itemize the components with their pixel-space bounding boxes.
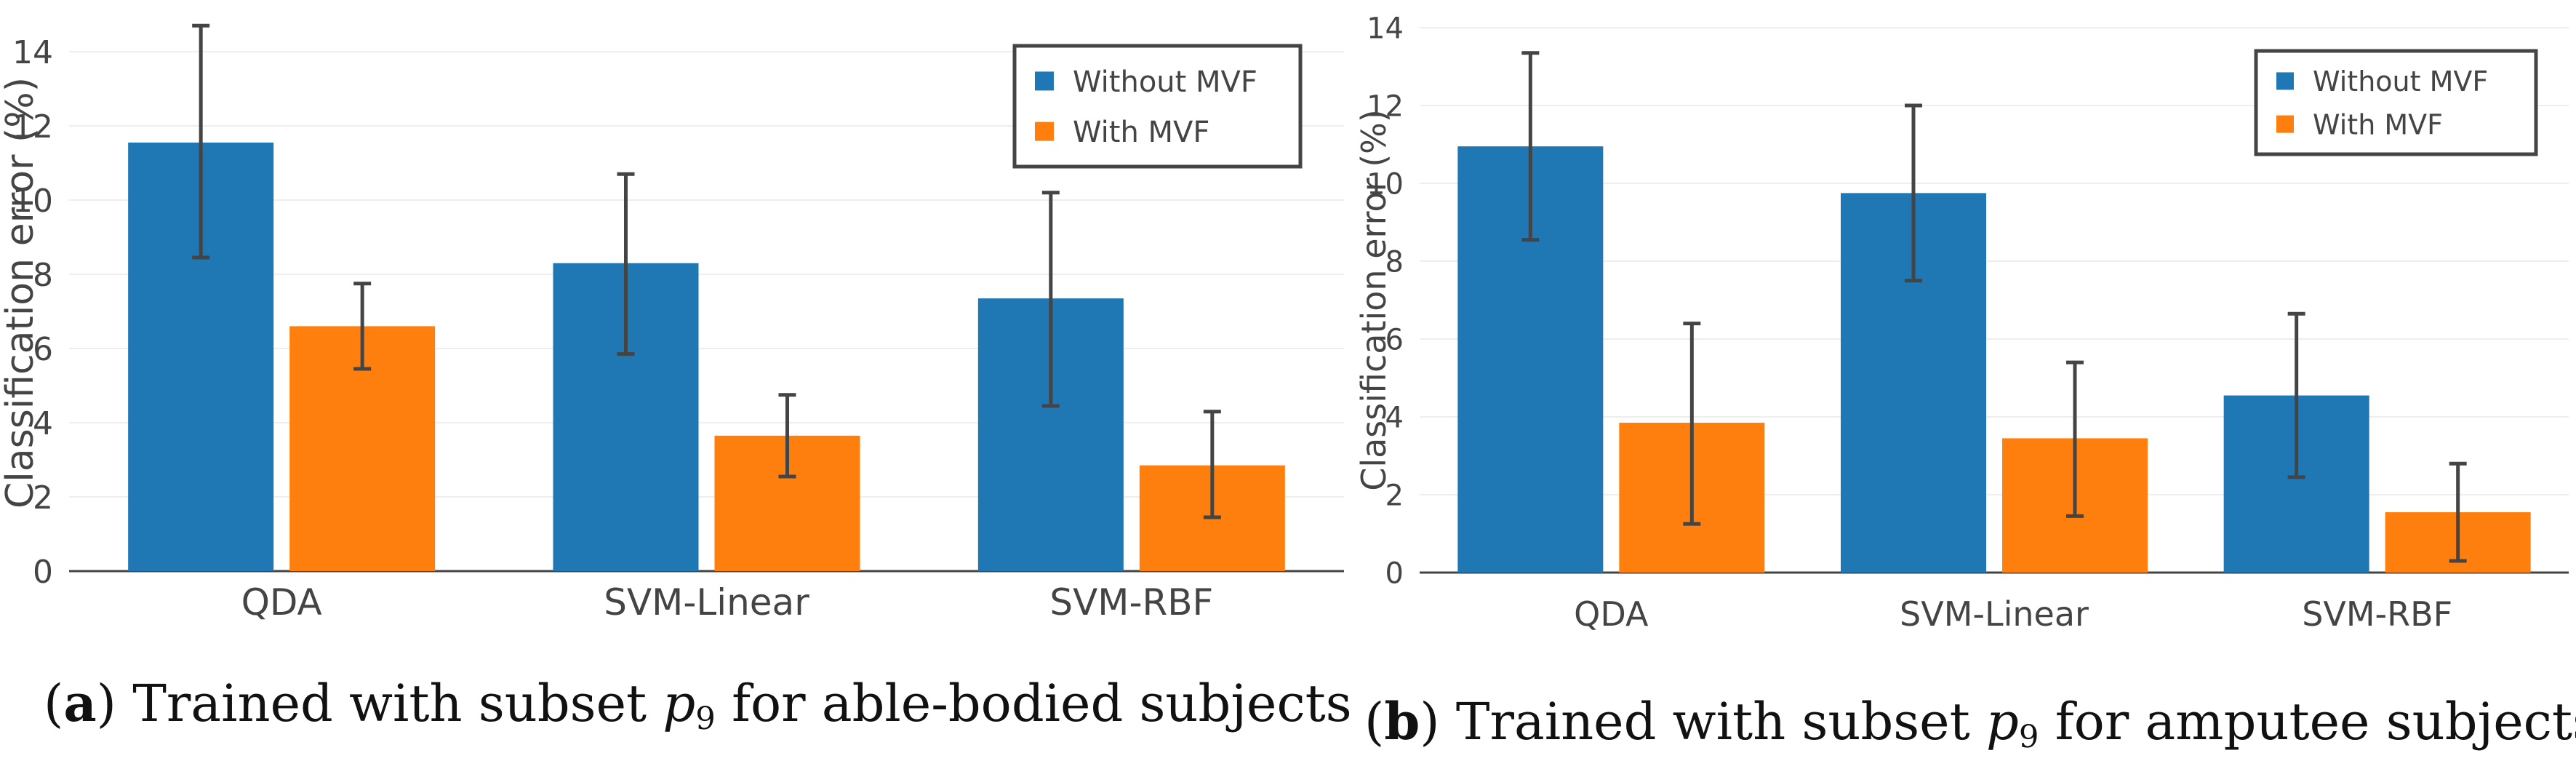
error-bar-a-svm-rbf-without-mvf <box>1041 191 1060 408</box>
x-tick-label-a-qda: QDA <box>241 581 322 623</box>
legend-swatch-b-with-mvf <box>2276 115 2294 133</box>
legend-b: Without MVF With MVF <box>2254 49 2538 156</box>
x-tick-label-a-svm-linear: SVM-Linear <box>604 581 809 623</box>
legend-label-a-with-mvf: With MVF <box>1073 116 1209 149</box>
legend-a: Without MVF With MVF <box>1012 44 1303 169</box>
error-bar-a-qda-without-mvf <box>192 23 210 260</box>
y-tick-label-a-14: 14 <box>12 34 53 71</box>
error-bar-a-svm-linear-with-mvf <box>778 393 796 479</box>
y-tick-label-b-10: 10 <box>1367 167 1404 201</box>
x-tick-label-b-svm-linear: SVM-Linear <box>1900 594 2089 634</box>
error-bar-b-svm-rbf-without-mvf <box>2287 311 2305 479</box>
x-tick-label-b-qda: QDA <box>1574 594 1649 634</box>
chart-panel-b: 0 2 4 6 8 10 12 14 Classification error (%) QDA SV… <box>1353 0 2576 761</box>
y-axis-label-b: Classification error (%) <box>1354 109 1393 491</box>
y-axis-label-a: Classification error (%) <box>0 77 42 509</box>
y-tick-label-a-4: 4 <box>33 405 53 442</box>
legend-label-b-without-mvf: Without MVF <box>2313 65 2488 97</box>
error-bar-a-svm-linear-without-mvf <box>617 172 635 356</box>
y-tick-label-a-6: 6 <box>33 331 53 368</box>
legend-box-a <box>1012 44 1303 169</box>
error-bar-b-svm-linear-with-mvf <box>2066 360 2084 518</box>
legend-swatch-b-without-mvf <box>2276 72 2294 90</box>
error-bar-b-svm-rbf-with-mvf <box>2449 461 2467 563</box>
legend-swatch-a-without-mvf <box>1035 71 1054 91</box>
y-tick-label-a-0: 0 <box>33 554 53 591</box>
error-bar-b-qda-without-mvf <box>1521 51 1540 242</box>
error-bar-b-svm-linear-without-mvf <box>1905 103 1922 283</box>
chart-panel-a: 0 2 4 6 8 10 12 14 Classification error (%) QDA SV… <box>0 23 1352 737</box>
caption-a: (a) Trained with subset p9 for able-bodi… <box>44 673 1352 737</box>
y-tick-label-b-0: 0 <box>1385 557 1404 590</box>
legend-swatch-a-with-mvf <box>1035 121 1054 141</box>
y-tick-label-a-2: 2 <box>33 479 53 517</box>
x-tick-label-a-svm-rbf: SVM-RBF <box>1049 581 1213 623</box>
y-tick-label-a-10: 10 <box>12 183 53 220</box>
y-tick-label-a-12: 12 <box>12 108 53 146</box>
legend-label-b-with-mvf: With MVF <box>2313 108 2443 140</box>
y-tick-label-b-14: 14 <box>1367 12 1404 45</box>
bar-chart-b: 0 2 4 6 8 10 12 14 Classification error (%) QDA SV… <box>1354 12 2569 634</box>
y-tick-label-b-12: 12 <box>1367 89 1404 123</box>
y-tick-label-b-8: 8 <box>1385 245 1404 279</box>
x-tick-label-b-svm-rbf: SVM-RBF <box>2302 594 2452 634</box>
caption-b: (b) Trained with subset p9 for amputee s… <box>1364 691 2576 755</box>
y-tick-label-b-4: 4 <box>1385 401 1404 434</box>
legend-box-b <box>2254 49 2538 156</box>
y-tick-label-a-8: 8 <box>33 257 53 294</box>
y-tick-label-b-6: 6 <box>1385 323 1404 356</box>
error-bar-a-qda-with-mvf <box>353 282 372 371</box>
bar-chart-a: 0 2 4 6 8 10 12 14 Classification error (%) QDA SV… <box>0 23 1344 623</box>
error-bar-b-qda-with-mvf <box>1683 322 1701 526</box>
error-bar-a-svm-rbf-with-mvf <box>1203 410 1221 519</box>
y-tick-label-b-2: 2 <box>1385 479 1404 512</box>
legend-label-a-without-mvf: Without MVF <box>1073 65 1257 99</box>
